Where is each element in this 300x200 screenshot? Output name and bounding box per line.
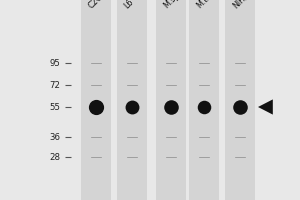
Bar <box>225 0 255 200</box>
Text: 95: 95 <box>49 58 60 68</box>
Text: 72: 72 <box>49 81 60 90</box>
Bar <box>189 0 219 200</box>
Text: L6: L6 <box>123 0 136 10</box>
Point <box>130 105 134 109</box>
Text: M.thymus: M.thymus <box>195 0 229 10</box>
Point <box>94 105 98 109</box>
Text: C2C12: C2C12 <box>87 0 112 10</box>
Point <box>202 105 206 109</box>
Bar <box>81 0 111 200</box>
Point <box>169 105 173 109</box>
Text: 28: 28 <box>49 152 60 162</box>
Text: M.spleen: M.spleen <box>162 0 194 10</box>
Text: NIH/3T3: NIH/3T3 <box>231 0 259 10</box>
Polygon shape <box>258 99 273 115</box>
Bar <box>117 0 147 200</box>
Text: 55: 55 <box>49 102 60 112</box>
Text: 36: 36 <box>49 132 60 142</box>
Point <box>238 105 242 109</box>
Bar <box>156 0 186 200</box>
